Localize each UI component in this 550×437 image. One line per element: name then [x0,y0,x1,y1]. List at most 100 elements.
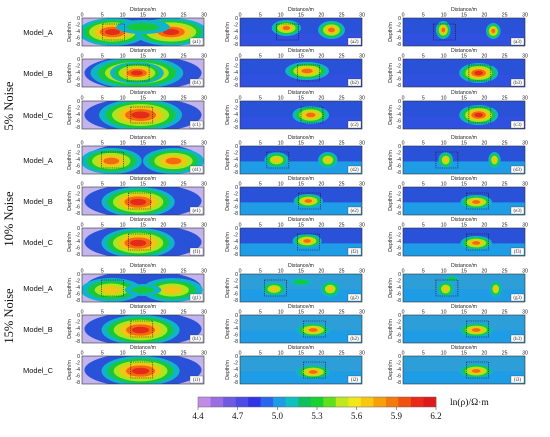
anomaly-contour [306,112,316,118]
y-tick-label: -4 [75,29,80,35]
x-tick-label: 25 [181,269,187,275]
colorbar-segment [235,397,249,407]
x-tick-label: 5 [259,54,262,60]
x-tick-label: 0 [81,141,84,147]
y-tick-label: -6 [233,333,238,339]
y-tick-label: -2 [75,361,80,367]
x-tick-label: 20 [318,223,324,229]
panel-frame [402,227,526,257]
x-tick-label: 0 [81,13,84,19]
x-tick-label: 15 [461,223,467,229]
x-tick-label: 20 [481,269,487,275]
x-tick-label: 5 [422,96,425,102]
background-contour [240,243,362,256]
x-tick-label: 15 [298,310,304,316]
colorbar-segment [360,397,374,407]
y-tick-label: -2 [233,361,238,367]
subplot-label: (a1) [192,40,200,45]
y-tick-label: -8 [233,298,238,304]
x-tick-label: 30 [359,182,365,188]
x-axis-title: Distance/m [288,263,314,269]
y-tick-label: -4 [233,198,238,204]
x-tick-label: 20 [481,223,487,229]
x-tick-label: 15 [140,182,146,188]
x-tick-label: 5 [259,13,262,19]
x-tick-label: 20 [318,310,324,316]
target-outline [298,192,321,210]
x-tick-label: 0 [402,96,405,102]
y-tick-label: -2 [233,64,238,70]
y-tick-label: -4 [75,285,80,291]
panel-frame [239,355,363,385]
x-tick-label: 30 [201,141,207,147]
panel-frame [402,355,526,385]
x-tick-label: 0 [239,141,242,147]
x-tick-label: 15 [461,269,467,275]
x-tick-label: 25 [502,141,508,147]
subplot-label-box [189,206,204,215]
x-axis-title: Distance/m [451,345,477,351]
y-tick-label: -4 [396,70,401,76]
y-axis-title: Depth/m [225,319,231,339]
model-label: Model_C [23,366,54,375]
x-tick-label: 10 [120,351,126,357]
x-tick-label: 0 [81,351,84,357]
x-axis-title: Distance/m [130,90,156,96]
background-contour [240,74,362,87]
x-axis-title: Distance/m [130,176,156,182]
colorbar-segment [348,397,362,407]
subplot-label-box [347,206,362,215]
colorbar-segment [385,397,399,407]
subplot-label-box [347,165,362,174]
panel-image [240,101,362,129]
x-tick-label: 5 [101,141,104,147]
x-axis-title: Distance/m [288,176,314,182]
subplot-label: (e1) [192,209,200,214]
x-axis-title: Distance/m [130,217,156,223]
panel-image [403,228,525,256]
y-tick-label: -2 [396,192,401,198]
panels: Model_A0 5 10 15 20 25 30Distance/m0-2-4-6-8De… [23,7,528,386]
x-tick-label: 25 [339,351,345,357]
target-outline [433,23,456,41]
x-tick-label: 10 [278,182,284,188]
y-tick-label: -2 [75,64,80,70]
anomaly-contour [324,157,331,163]
panel-frame [81,58,205,88]
y-tick-label: 0 [235,99,238,105]
x-tick-label: 25 [339,141,345,147]
x-tick-label: 5 [259,182,262,188]
target-outline [130,106,154,124]
y-tick-label: -6 [396,374,401,380]
y-tick-label: -4 [396,326,401,332]
y-tick-label: -4 [233,367,238,373]
subplot-label-box [189,375,204,384]
x-tick-label: 20 [160,223,166,229]
x-tick-label: 0 [239,13,242,19]
anomaly-contour [270,286,279,292]
x-axis-title: Distance/m [130,345,156,351]
y-tick-label: 0 [77,16,80,22]
panel-image [240,146,362,174]
y-tick-label: 0 [235,16,238,22]
y-axis-title: Depth/m [225,22,231,42]
x-tick-label: 30 [201,182,207,188]
y-tick-label: -8 [396,83,401,89]
target-outline [435,151,459,169]
y-tick-label: -8 [75,339,80,345]
x-axis-title: Distance/m [130,7,156,13]
subplot-label: (c2) [350,123,358,128]
x-axis-title: Distance/m [288,345,314,351]
background-contour [403,289,525,302]
colorbar-segment [323,397,337,407]
x-tick-label: 25 [339,13,345,19]
y-axis-title: Depth/m [388,105,394,125]
subplot-label: (e3) [513,209,521,214]
panel-image [82,59,204,87]
target-outline [276,23,299,41]
x-tick-label: 15 [461,141,467,147]
x-tick-label: 5 [101,310,104,316]
x-tick-label: 5 [101,54,104,60]
y-tick-label: 0 [77,354,80,360]
